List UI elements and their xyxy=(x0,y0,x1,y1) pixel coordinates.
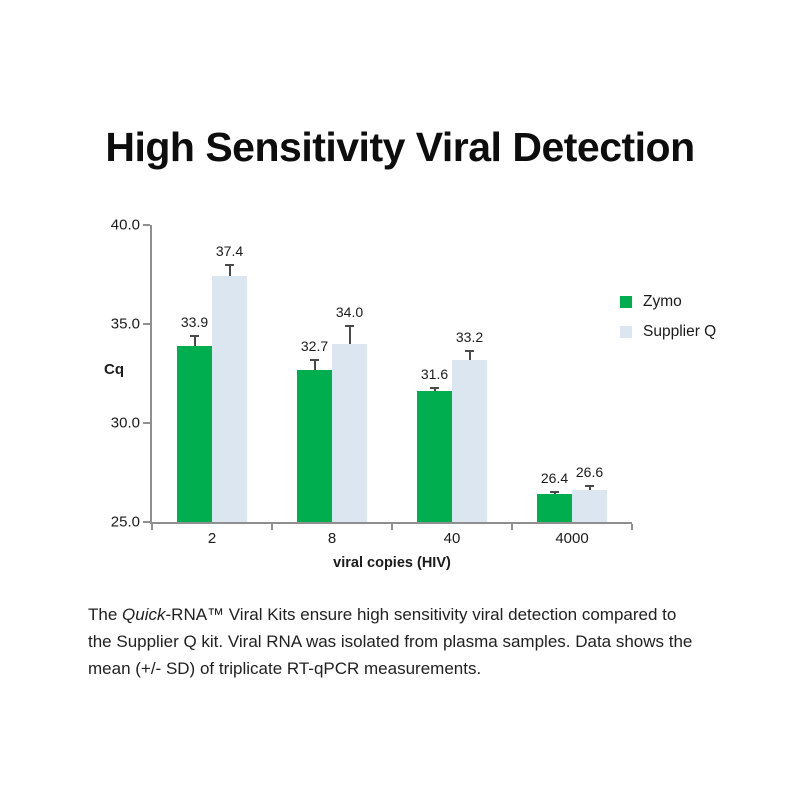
error-bar-stem xyxy=(348,325,351,344)
legend-label-zymo: Zymo xyxy=(643,293,682,310)
bar-zymo-8 xyxy=(297,369,332,522)
data-label: 37.4 xyxy=(215,242,244,259)
data-label: 34.0 xyxy=(335,303,364,320)
error-bar-cap xyxy=(430,387,439,390)
y-tick-label: 30.0 xyxy=(110,414,140,432)
bar-zymo-40 xyxy=(417,391,452,522)
data-label: 32.7 xyxy=(300,337,329,354)
bar-supplier-q-4000 xyxy=(572,490,607,522)
error-bar-stem xyxy=(313,359,316,370)
page-title: High Sensitivity Viral Detection xyxy=(105,124,695,170)
supplier-q-swatch-icon xyxy=(620,326,632,338)
legend-label-supplier-q: Supplier Q xyxy=(643,323,717,340)
x-axis-tick xyxy=(271,524,273,530)
caption-text: -RNA™ Viral Kits ensure high sensitivity… xyxy=(88,605,693,678)
x-axis-tick xyxy=(391,524,393,530)
error-bar-stem xyxy=(553,491,556,495)
y-axis-line xyxy=(150,225,152,522)
error-bar-stem xyxy=(193,335,196,346)
x-tick-label: 4000 xyxy=(555,530,589,547)
x-axis-tick xyxy=(631,524,633,530)
x-axis-line xyxy=(150,522,632,524)
data-label: 26.6 xyxy=(575,463,604,480)
error-bar-cap xyxy=(345,324,354,327)
y-axis-tick xyxy=(143,521,150,523)
x-tick-label: 40 xyxy=(443,530,461,547)
legend-item-supplier-q: Supplier Q xyxy=(620,321,716,343)
x-tick-label: 8 xyxy=(327,530,337,547)
error-bar-stem xyxy=(468,350,471,360)
data-label: 31.6 xyxy=(420,366,449,383)
error-bar-stem xyxy=(433,388,436,392)
error-bar-cap xyxy=(550,490,559,493)
data-label: 26.4 xyxy=(540,469,569,486)
caption-text: Quick xyxy=(122,605,166,624)
bar-zymo-2 xyxy=(177,345,212,522)
bar-supplier-q-8 xyxy=(332,343,367,522)
x-axis-tick xyxy=(151,524,153,530)
y-axis-tick xyxy=(143,422,150,424)
x-tick-label: 2 xyxy=(207,530,217,547)
error-bar-cap xyxy=(310,358,319,361)
bar-zymo-4000 xyxy=(537,494,572,522)
zymo-swatch-icon xyxy=(620,296,632,308)
x-axis-tick xyxy=(511,524,513,530)
legend-item-zymo: Zymo xyxy=(620,291,716,313)
data-label: 33.9 xyxy=(180,313,209,330)
y-axis-tick xyxy=(143,323,150,325)
error-bar-stem xyxy=(228,264,231,277)
x-axis-title: viral copies (HIV) xyxy=(333,555,451,571)
y-axis-tick xyxy=(143,224,150,226)
caption-text: The xyxy=(88,605,123,624)
error-bar-cap xyxy=(465,349,474,352)
y-tick-label: 35.0 xyxy=(110,315,140,333)
error-bar-stem xyxy=(588,485,591,491)
y-tick-label: 40.0 xyxy=(110,216,140,234)
error-bar-cap xyxy=(190,334,199,337)
bar-supplier-q-40 xyxy=(452,359,487,522)
y-axis-title: Cq xyxy=(104,361,124,378)
caption: The Quick-RNA™ Viral Kits ensure high se… xyxy=(88,601,700,682)
legend: Zymo Supplier Q xyxy=(620,291,716,351)
y-tick-label: 25.0 xyxy=(110,513,140,531)
data-label: 33.2 xyxy=(455,328,484,345)
bar-supplier-q-2 xyxy=(212,276,247,522)
error-bar-cap xyxy=(585,484,594,487)
error-bar-cap xyxy=(225,263,234,266)
